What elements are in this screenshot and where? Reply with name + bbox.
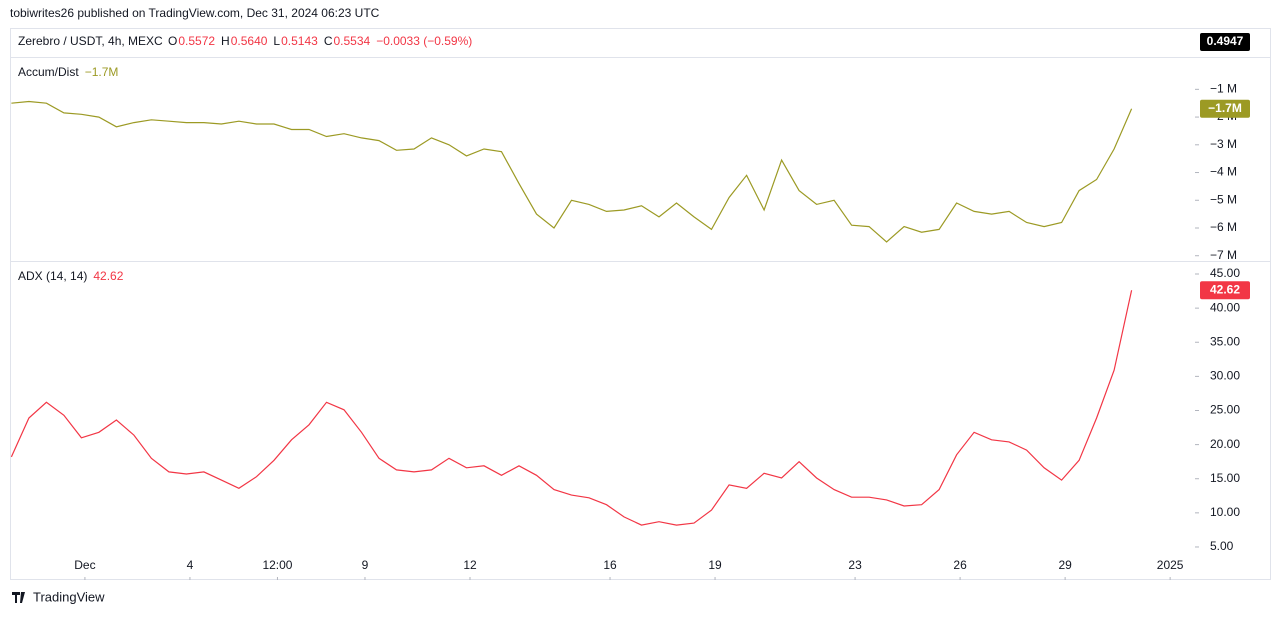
- y-tick-label: −3 M: [1210, 137, 1237, 151]
- ohlc-value: 0.5640: [231, 34, 268, 48]
- x-tick-label: 29: [1058, 558, 1072, 572]
- ohlc-value: 0.5572: [178, 34, 215, 48]
- y-tick-label: 15.00: [1210, 471, 1240, 485]
- y-tick-label: 10.00: [1210, 505, 1240, 519]
- ohlc-label: H: [221, 34, 230, 48]
- x-tick-label: 12:00: [262, 558, 292, 572]
- publisher: tobiwrites26 published on TradingView.co…: [10, 6, 380, 20]
- x-tick-label: 19: [708, 558, 722, 572]
- footer-brand: TradingView: [33, 589, 105, 604]
- ohlc-value: 0.5534: [333, 34, 370, 48]
- x-tick-label: 4: [187, 558, 194, 572]
- indicator-title: Accum/Dist: [18, 65, 79, 79]
- ohlc: O 0.5572 H 0.5640 L 0.5143 C 0.5534 −0.0033 (−0.…: [168, 34, 472, 48]
- y-tick-label: −4 M: [1210, 165, 1237, 179]
- y-tick-label: −5 M: [1210, 192, 1237, 206]
- x-tick-label: 26: [953, 558, 967, 572]
- ohlc-label: L: [273, 34, 280, 48]
- indicator-value: 42.62: [93, 269, 123, 283]
- price-label: 0.4947: [1207, 34, 1244, 48]
- indicator-title: ADX (14, 14): [18, 269, 87, 283]
- value-badge-label: 42.62: [1210, 282, 1240, 296]
- indicator-line: [11, 100, 1133, 243]
- y-tick-label: −7 M: [1210, 248, 1237, 262]
- ohlc-label: C: [324, 34, 333, 48]
- y-tick-label: 40.00: [1210, 300, 1240, 314]
- x-tick-label: 9: [362, 558, 369, 572]
- chart-frame: [10, 28, 1271, 580]
- indicator-line: [10, 290, 1133, 526]
- brand-logo: [12, 592, 25, 603]
- y-tick-label: −1 M: [1210, 82, 1237, 96]
- x-tick-label: 2025: [1157, 558, 1184, 572]
- symbol: Zerebro / USDT, 4h, MEXC: [18, 34, 163, 48]
- y-tick-label: 45.00: [1210, 266, 1240, 280]
- y-tick-label: 5.00: [1210, 539, 1234, 553]
- value-badge: [1200, 99, 1250, 118]
- x-tick-label: 16: [603, 558, 617, 572]
- price-badge: [1200, 33, 1250, 51]
- y-tick-label: −6 M: [1210, 220, 1237, 234]
- value-badge: [1200, 281, 1250, 300]
- y-tick-label: 25.00: [1210, 403, 1240, 417]
- y-tick-label: 30.00: [1210, 369, 1240, 383]
- y-tick-label: 35.00: [1210, 334, 1240, 348]
- x-tick-label: 23: [848, 558, 862, 572]
- x-tick-label: Dec: [74, 558, 95, 572]
- indicator-value: −1.7M: [85, 65, 119, 79]
- value-badge-label: −1.7M: [1208, 101, 1242, 115]
- ohlc-value: 0.5143: [281, 34, 318, 48]
- ohlc-label: O: [168, 34, 177, 48]
- change: −0.0033 (−0.59%): [376, 34, 472, 48]
- y-tick-label: 20.00: [1210, 437, 1240, 451]
- x-tick-label: 12: [463, 558, 477, 572]
